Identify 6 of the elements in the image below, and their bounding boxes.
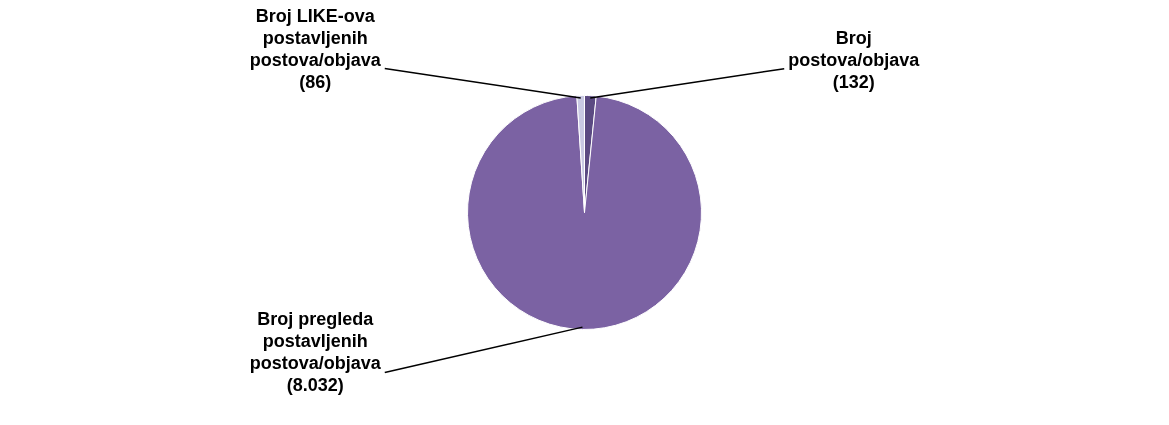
data-label: (8.032) (286, 375, 344, 396)
slice-label: Broj pregleda postavljenih postova/objava (249, 309, 382, 374)
data-label: (132) (832, 71, 875, 92)
data-label: (86) (299, 71, 332, 92)
slice-label: Broj LIKE-ova postavljenih postova/objava (249, 5, 382, 70)
slice-label: Broj postova/objava (788, 27, 921, 70)
